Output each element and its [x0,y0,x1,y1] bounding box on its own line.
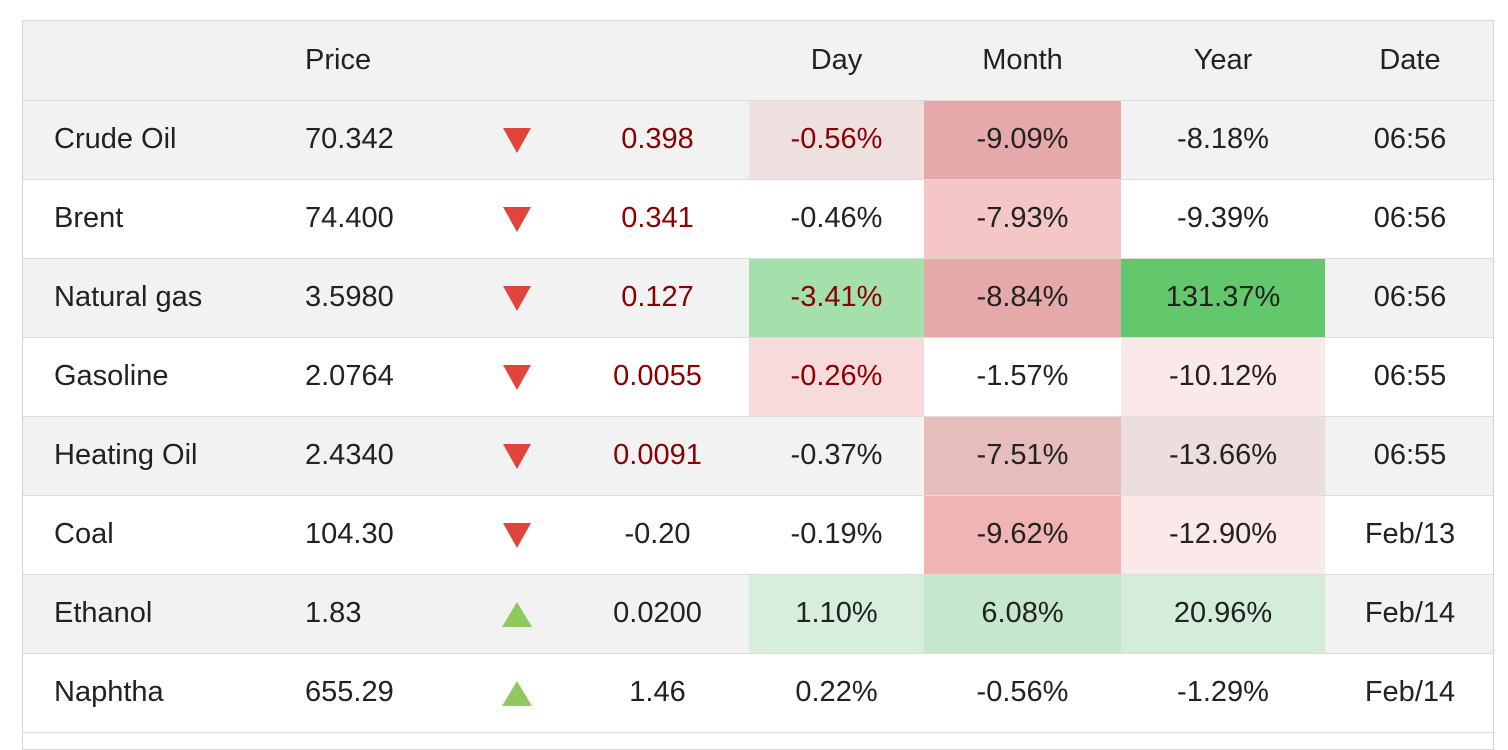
day-change-cell: -3.41% [749,258,924,337]
year-change-cell: 20.96% [1121,574,1325,653]
day-change-cell: 0.22% [795,676,878,708]
direction-cell [468,337,566,416]
table-row[interactable]: Coal 104.30 -0.20 -0.19% -9.62% -12.90% Feb/13 [23,495,1493,574]
direction-cell [468,653,566,732]
commodity-name-link[interactable]: Heating Oil [54,439,198,471]
price-cell: 1.83 [305,597,362,629]
month-change-cell: 6.08% [924,574,1121,653]
day-change-cell: -0.26% [749,337,924,416]
down-triangle-icon [503,522,531,548]
day-change-cell: 1.10% [749,574,924,653]
month-change-cell: -9.62% [924,495,1121,574]
date-cell: 06:56 [1373,281,1447,313]
commodities-table-panel: Price Day Month Year Date Crude Oil 70.34… [22,20,1494,750]
year-change-cell: 131.37% [1121,258,1325,337]
table-row[interactable]: Brent 74.400 0.341 -0.46% -7.93% -9.39% 06:56 [23,179,1493,258]
up-triangle-icon [502,601,532,627]
month-change-cell: -0.56% [976,676,1069,708]
table-row[interactable]: Heating Oil 2.4340 0.0091 -0.37% -7.51% -13.6… [23,416,1493,495]
date-cell: 06:56 [1373,123,1447,155]
header-price[interactable]: Price [305,43,372,76]
up-triangle-icon [502,680,532,706]
price-cell: 3.5980 [305,281,394,313]
down-triangle-icon [503,285,531,311]
date-cell: 06:56 [1373,202,1447,234]
day-change-cell: -0.37% [790,439,883,471]
month-change-cell: -9.09% [924,100,1121,179]
direction-cell [468,416,566,495]
year-change-cell: -12.90% [1121,495,1325,574]
table-header-row: Price Day Month Year Date [23,21,1493,100]
header-day[interactable]: Day [810,43,863,76]
commodity-name-link[interactable]: Coal [54,518,114,550]
change-cell: 1.46 [629,676,686,708]
change-cell: 0.0091 [613,439,702,471]
change-cell: 0.0200 [613,597,702,629]
price-cell: 2.0764 [305,360,394,392]
table-row[interactable]: Ethanol 1.83 0.0200 1.10% 6.08% 20.96% Feb/14 [23,574,1493,653]
price-cell: 74.400 [305,202,394,234]
price-cell: 2.4340 [305,439,394,471]
change-cell: 0.0055 [613,360,702,392]
header-year[interactable]: Year [1193,43,1253,76]
year-change-cell: -8.18% [1177,123,1269,155]
direction-cell [468,258,566,337]
day-change-cell: -0.19% [790,518,883,550]
date-cell: 06:55 [1373,439,1447,471]
commodity-name-link[interactable]: Natural gas [54,281,203,313]
down-triangle-icon [503,127,531,153]
price-cell: 104.30 [305,518,394,550]
month-change-cell: -7.51% [924,416,1121,495]
commodity-name-link[interactable]: Gasoline [54,360,169,392]
month-change-cell: -7.93% [924,179,1121,258]
change-cell: -0.20 [624,518,691,550]
year-change-cell: -9.39% [1177,202,1269,234]
commodity-name-link[interactable]: Crude Oil [54,123,177,155]
change-cell: 0.341 [621,202,694,234]
down-triangle-icon [503,443,531,469]
direction-cell [468,100,566,179]
year-change-cell: -13.66% [1121,416,1325,495]
change-cell: 0.398 [621,123,694,155]
down-triangle-icon [503,206,531,232]
commodity-name-link[interactable]: Ethanol [54,597,153,629]
down-triangle-icon [503,364,531,390]
commodity-name-link[interactable]: Naphtha [54,676,164,708]
header-date[interactable]: Date [1379,43,1441,76]
day-change-cell: -0.56% [749,100,924,179]
commodity-name-link[interactable]: Brent [54,202,124,234]
date-cell: Feb/13 [1364,518,1456,550]
date-cell: 06:55 [1373,360,1447,392]
month-change-cell: -1.57% [976,360,1069,392]
price-cell: 655.29 [305,676,394,708]
direction-cell [468,179,566,258]
direction-cell [468,574,566,653]
year-change-cell: -1.29% [1177,676,1269,708]
table-row[interactable]: Naphtha 655.29 1.46 0.22% -0.56% -1.29% Feb/14 [23,653,1493,732]
header-month[interactable]: Month [982,43,1063,76]
table-row[interactable]: Crude Oil 70.342 0.398 -0.56% -9.09% -8.18% 06… [23,100,1493,179]
date-cell: Feb/14 [1364,676,1456,708]
year-change-cell: -10.12% [1121,337,1325,416]
price-cell: 70.342 [305,123,394,155]
commodities-table: Price Day Month Year Date Crude Oil 70.34… [23,21,1493,733]
date-cell: Feb/14 [1364,597,1456,629]
header-change [566,21,749,100]
change-cell: 0.127 [621,281,694,313]
table-row[interactable]: Gasoline 2.0764 0.0055 -0.26% -1.57% -10.12% 0… [23,337,1493,416]
direction-cell [468,495,566,574]
header-arrow [468,21,566,100]
header-name [23,21,297,100]
day-change-cell: -0.46% [790,202,883,234]
table-row[interactable]: Natural gas 3.5980 0.127 -3.41% -8.84% 131.37… [23,258,1493,337]
month-change-cell: -8.84% [924,258,1121,337]
